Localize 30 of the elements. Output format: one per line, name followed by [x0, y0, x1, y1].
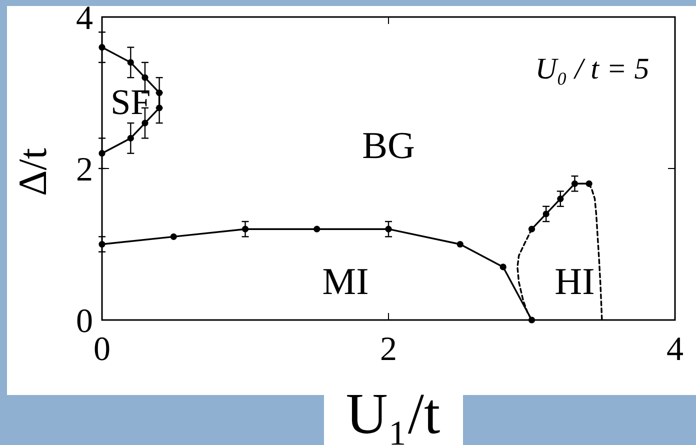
- point: [456, 240, 464, 248]
- point: [156, 104, 163, 112]
- y-tick-label: 4: [76, 0, 93, 37]
- y-tick-label: 0: [76, 303, 93, 340]
- point: [156, 89, 163, 96]
- point: [571, 180, 578, 187]
- point: [98, 240, 106, 248]
- y-axis-title: Δ/t: [10, 148, 55, 196]
- x-axis-title: U₁/t: [346, 381, 440, 445]
- annotation: SF: [110, 82, 151, 122]
- point: [314, 226, 320, 232]
- point: [242, 226, 249, 232]
- point: [98, 44, 106, 51]
- annotation: BG: [362, 124, 415, 167]
- point: [170, 233, 177, 240]
- point: [127, 134, 134, 142]
- point: [142, 120, 148, 126]
- point: [542, 210, 550, 218]
- x-tick-label: 4: [666, 331, 684, 368]
- x-tick-label: 2: [380, 331, 397, 368]
- annotation: HI: [554, 261, 595, 304]
- annotation: MI: [322, 261, 369, 304]
- annotation: U₀ / t = 5: [535, 52, 650, 86]
- point: [127, 59, 134, 66]
- point: [385, 226, 392, 232]
- point: [500, 264, 506, 270]
- point: [98, 150, 106, 157]
- point: [557, 196, 564, 202]
- y-tick-label: 2: [76, 152, 93, 188]
- point: [142, 74, 148, 81]
